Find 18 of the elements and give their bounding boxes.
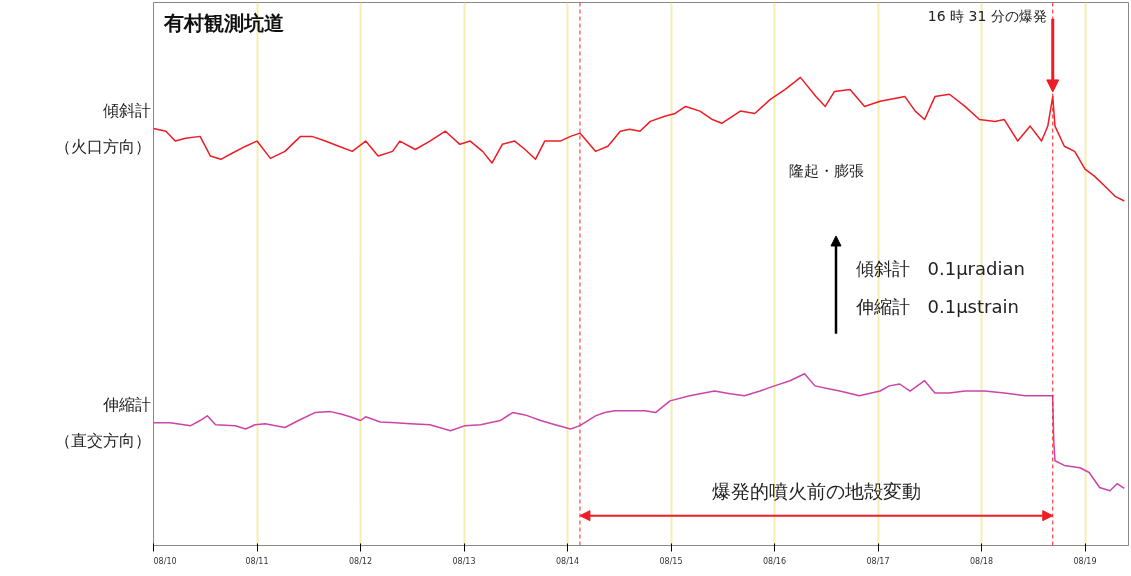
x-tick-label: 08/11 [245,556,269,566]
series-label: 伸縮計（直交方向） [55,395,152,451]
x-tick-label: 08/19 [1073,556,1097,566]
series-label: 傾斜計（火口方向） [55,100,152,156]
chart-title: 有村観測坑道 [162,10,284,35]
x-tick-label: 08/12 [348,556,373,566]
x-tick-label: 08/16 [762,556,787,566]
x-tick-label: 08/17 [866,556,890,566]
x-tick-label: 08/18 [969,556,994,566]
x-tick-label: 08/14 [555,556,580,566]
annotation: 16 時 31 分の爆発 [927,7,1047,24]
x-tick-label: 08/15 [659,556,683,566]
annotation: 隆起・膨張 [788,161,864,180]
annotation: 爆発的噴火前の地殻変動 [711,480,921,503]
annotation: 傾斜計 0.1μradian [855,258,1025,280]
x-tick-label: 08/13 [452,556,476,566]
annotation: 伸縮計 0.1μstrain [854,296,1019,318]
x-tick-label: 08/10 [153,556,177,566]
